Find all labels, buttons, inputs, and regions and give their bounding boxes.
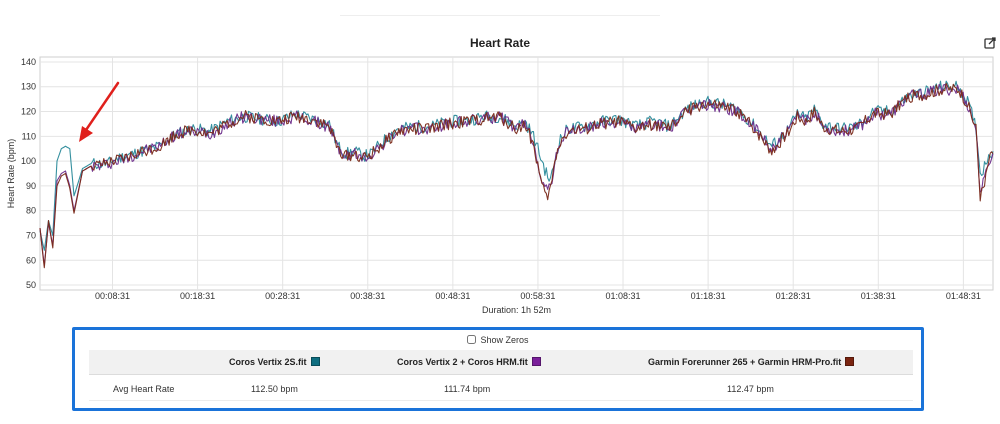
column-header-garmin-forerunner: Garmin Forerunner 265 + Garmin HRM-Pro.f… <box>648 357 855 367</box>
row-divider <box>89 400 913 401</box>
y-tick-label: 140 <box>21 57 36 67</box>
x-tick-label: 01:48:31 <box>946 291 981 301</box>
show-zeros-label: Show Zeros <box>480 335 529 345</box>
y-tick-label: 100 <box>21 156 36 166</box>
y-tick-label: 70 <box>26 230 36 240</box>
color-swatch <box>310 357 320 366</box>
x-axis-label: Duration: 1h 52m <box>482 305 551 315</box>
y-tick-label: 60 <box>26 255 36 265</box>
x-tick-label: 00:08:31 <box>95 291 130 301</box>
series-line <box>39 82 994 269</box>
stats-table-header: Coros Vertix 2S.fit Coros Vertix 2 + Cor… <box>89 350 913 375</box>
show-zeros-row: Show Zeros <box>75 335 921 345</box>
color-swatch <box>845 357 855 366</box>
stats-panel: Show Zeros Coros Vertix 2S.fit Coros Ver… <box>72 327 924 411</box>
x-tick-label: 01:28:31 <box>776 291 811 301</box>
annotation-arrow-shaft <box>84 81 120 132</box>
column-header-coros-vertix-2s: Coros Vertix 2S.fit <box>229 357 320 367</box>
column-name: Garmin Forerunner 265 + Garmin HRM-Pro.f… <box>648 357 842 367</box>
column-header-coros-vertix-2: Coros Vertix 2 + Coros HRM.fit <box>397 357 541 367</box>
series-line <box>39 83 994 266</box>
row-label-avg-heart-rate: Avg Heart Rate <box>113 384 175 394</box>
x-tick-label: 01:08:31 <box>606 291 641 301</box>
x-tick-label: 00:28:31 <box>265 291 300 301</box>
x-tick-label: 00:58:31 <box>520 291 555 301</box>
x-tick-label: 00:38:31 <box>350 291 385 301</box>
export-icon[interactable] <box>984 37 996 49</box>
column-name: Coros Vertix 2 + Coros HRM.fit <box>397 357 528 367</box>
x-tick-label: 00:18:31 <box>180 291 215 301</box>
x-tick-label: 01:38:31 <box>861 291 896 301</box>
plot-area <box>39 56 994 291</box>
y-tick-label: 130 <box>21 82 36 92</box>
show-zeros-toggle[interactable]: Show Zeros <box>467 335 529 345</box>
show-zeros-checkbox[interactable] <box>467 335 477 344</box>
column-name: Coros Vertix 2S.fit <box>229 357 307 367</box>
avg-heart-rate-coros-vertix-2: 111.74 bpm <box>444 384 491 394</box>
y-tick-label: 120 <box>21 107 36 117</box>
y-tick-label: 80 <box>26 206 36 216</box>
color-swatch <box>531 357 541 366</box>
y-tick-label: 50 <box>26 280 36 290</box>
annotation-arrow-head <box>79 126 93 142</box>
x-tick-label: 00:48:31 <box>435 291 470 301</box>
heart-rate-chart: 50 60 70 80 90 100 110 120 130 140 00:08:31 00:18:3… <box>6 56 994 315</box>
top-divider <box>340 15 660 16</box>
y-tick-label: 110 <box>22 131 36 141</box>
series-line <box>39 80 994 251</box>
avg-heart-rate-garmin: 112.47 bpm <box>727 384 774 394</box>
y-tick-label: 90 <box>26 181 36 191</box>
y-axis-label: Heart Rate (bpm) <box>6 139 16 209</box>
avg-heart-rate-coros-vertix-2s: 112.50 bpm <box>251 384 298 394</box>
chart-title: Heart Rate <box>469 36 531 50</box>
x-tick-label: 01:18:31 <box>691 291 726 301</box>
